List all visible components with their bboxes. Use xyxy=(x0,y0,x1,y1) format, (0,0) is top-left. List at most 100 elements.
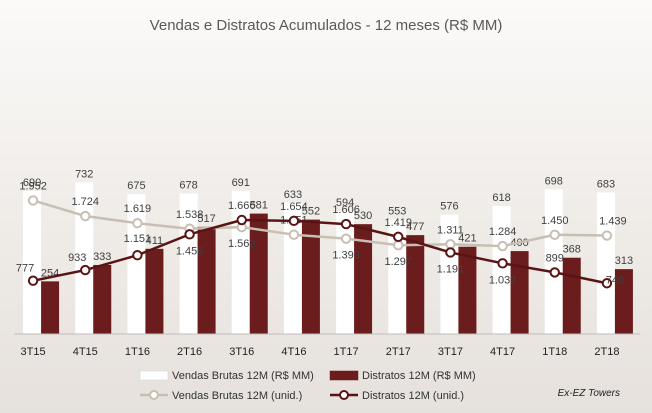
point-label-distratos-unid: 1.151 xyxy=(124,233,152,245)
point-label-distratos-unid: 1.419 xyxy=(384,217,412,229)
point-vendas-brutas-unid xyxy=(445,239,456,250)
x-tick-label: 1T18 xyxy=(542,346,567,358)
point-label-distratos-unid: 1.191 xyxy=(437,263,465,275)
line-vendas-brutas-unid xyxy=(32,199,607,248)
bar-label-vendas-brutas: 618 xyxy=(492,192,510,204)
bar-distratos xyxy=(301,219,320,334)
point-label-distratos-unid: 1.654 xyxy=(280,201,308,213)
point-distratos-unid xyxy=(497,258,508,269)
bar-label-vendas-brutas: 698 xyxy=(545,175,563,187)
bar-distratos xyxy=(354,224,373,334)
bar-label-vendas-brutas: 576 xyxy=(440,201,458,213)
point-vendas-brutas-unid xyxy=(288,229,300,240)
x-tick-label: 4T15 xyxy=(73,346,98,358)
point-label-distratos-unid: 740 xyxy=(606,274,624,286)
source-note: Ex-EZ Towers xyxy=(558,388,620,399)
bar-label-distratos: 517 xyxy=(197,213,215,225)
bar-label-distratos: 552 xyxy=(302,206,320,218)
point-vendas-brutas-unid xyxy=(601,230,613,241)
bar-label-distratos: 333 xyxy=(93,251,111,263)
bar-label-vendas-brutas: 633 xyxy=(284,189,302,201)
legend-swatch xyxy=(139,370,169,381)
point-label-distratos-unid: 777 xyxy=(16,263,34,275)
bar-label-vendas-brutas: 690 xyxy=(23,177,41,189)
bar-distratos xyxy=(614,269,633,334)
bar-label-distratos: 421 xyxy=(458,233,476,245)
bar-label-vendas-brutas: 675 xyxy=(127,180,145,192)
x-axis-ticks: 3T15 4T15 1T16 2T16 3T16 4T16 1T17 2T17 3T17 4T17… xyxy=(21,346,620,358)
legend-label: Vendas Brutas 12M (R$ MM) xyxy=(172,370,314,382)
lines-layer: 1.9521.7241.6191.5381.5621.4511.3931.297… xyxy=(16,180,627,289)
point-vendas-brutas-unid xyxy=(80,210,91,222)
bar-label-vendas-brutas: 594 xyxy=(336,197,354,209)
chart-title: Vendas e Distratos Acumulados - 12 meses… xyxy=(150,17,503,34)
bar-label-distratos: 581 xyxy=(250,200,268,212)
point-label-distratos-unid: 933 xyxy=(68,252,86,264)
bar-label-distratos: 530 xyxy=(354,210,372,222)
point-vendas-brutas-unid xyxy=(393,240,404,251)
bar-distratos xyxy=(249,213,268,334)
point-label-distratos-unid: 899 xyxy=(546,252,564,264)
point-label-vendas-brutas-unid: 1.538 xyxy=(176,209,204,221)
legend-label: Distratos 12M (R$ MM) xyxy=(362,370,476,382)
x-tick-label: 1T17 xyxy=(334,346,359,358)
legend-marker xyxy=(149,390,159,400)
bar-vendas-brutas xyxy=(23,191,42,334)
point-label-distratos-unid: 1.456 xyxy=(176,245,204,257)
bar-distratos xyxy=(562,257,581,334)
x-tick-label: 2T16 xyxy=(177,346,202,358)
point-label-distratos-unid: 1.666 xyxy=(228,200,256,212)
point-distratos-unid xyxy=(132,249,143,261)
point-label-vendas-brutas-unid: 1.952 xyxy=(19,180,47,192)
point-distratos-unid xyxy=(340,218,352,230)
point-label-vendas-brutas-unid: 1.393 xyxy=(332,250,360,262)
x-tick-label: 3T16 xyxy=(229,346,254,358)
legend-label: Vendas Brutas 12M (unid.) xyxy=(172,390,302,402)
bar-distratos xyxy=(41,281,60,334)
bar-label-distratos: 313 xyxy=(615,255,633,267)
point-distratos-unid xyxy=(445,247,456,258)
point-distratos-unid xyxy=(549,267,560,278)
legend: Vendas Brutas 12M (R$ MM) Distratos 12M (… xyxy=(139,370,476,402)
point-vendas-brutas-unid xyxy=(340,233,352,244)
point-distratos-unid xyxy=(236,214,247,226)
point-vendas-brutas-unid xyxy=(549,229,560,240)
x-tick-label: 2T17 xyxy=(386,346,411,358)
bar-distratos xyxy=(93,264,112,334)
bar-vendas-brutas xyxy=(596,192,615,334)
bar-label-vendas-brutas: 691 xyxy=(232,177,250,189)
point-vendas-brutas-unid xyxy=(27,195,39,206)
point-label-distratos-unid: 1.606 xyxy=(332,204,360,216)
bar-label-vendas-brutas: 678 xyxy=(179,179,197,191)
point-distratos-unid xyxy=(184,229,195,240)
point-distratos-unid xyxy=(288,215,300,227)
point-label-vendas-brutas-unid: 1.562 xyxy=(228,238,256,250)
bar-vendas-brutas xyxy=(336,210,355,334)
bar-distratos xyxy=(197,226,216,334)
point-label-vendas-brutas-unid: 1.311 xyxy=(437,224,464,236)
point-label-vendas-brutas-unid: 1.619 xyxy=(124,203,152,215)
bar-vendas-brutas xyxy=(75,182,94,334)
point-label-distratos-unid: 1.032 xyxy=(489,274,517,286)
bars-layer: 6902547323336754116785176915816335525945… xyxy=(23,168,633,334)
bar-vendas-brutas xyxy=(492,205,511,334)
point-distratos-unid xyxy=(393,231,404,243)
bar-label-distratos: 368 xyxy=(563,244,581,256)
bar-label-vendas-brutas: 553 xyxy=(388,205,406,217)
point-label-vendas-brutas-unid: 1.284 xyxy=(489,226,517,238)
x-tick-label: 3T15 xyxy=(21,346,46,358)
x-tick-label: 2T18 xyxy=(594,346,619,358)
point-distratos-unid xyxy=(601,278,613,289)
x-tick-label: 4T17 xyxy=(490,346,515,358)
bar-distratos xyxy=(510,251,529,334)
legend-swatch xyxy=(329,370,359,381)
point-vendas-brutas-unid xyxy=(497,240,508,252)
point-distratos-unid xyxy=(80,264,91,276)
legend-marker xyxy=(339,390,349,400)
bar-distratos xyxy=(145,248,164,334)
bar-vendas-brutas xyxy=(231,190,250,334)
point-label-vendas-brutas-unid: 1.439 xyxy=(599,216,627,228)
